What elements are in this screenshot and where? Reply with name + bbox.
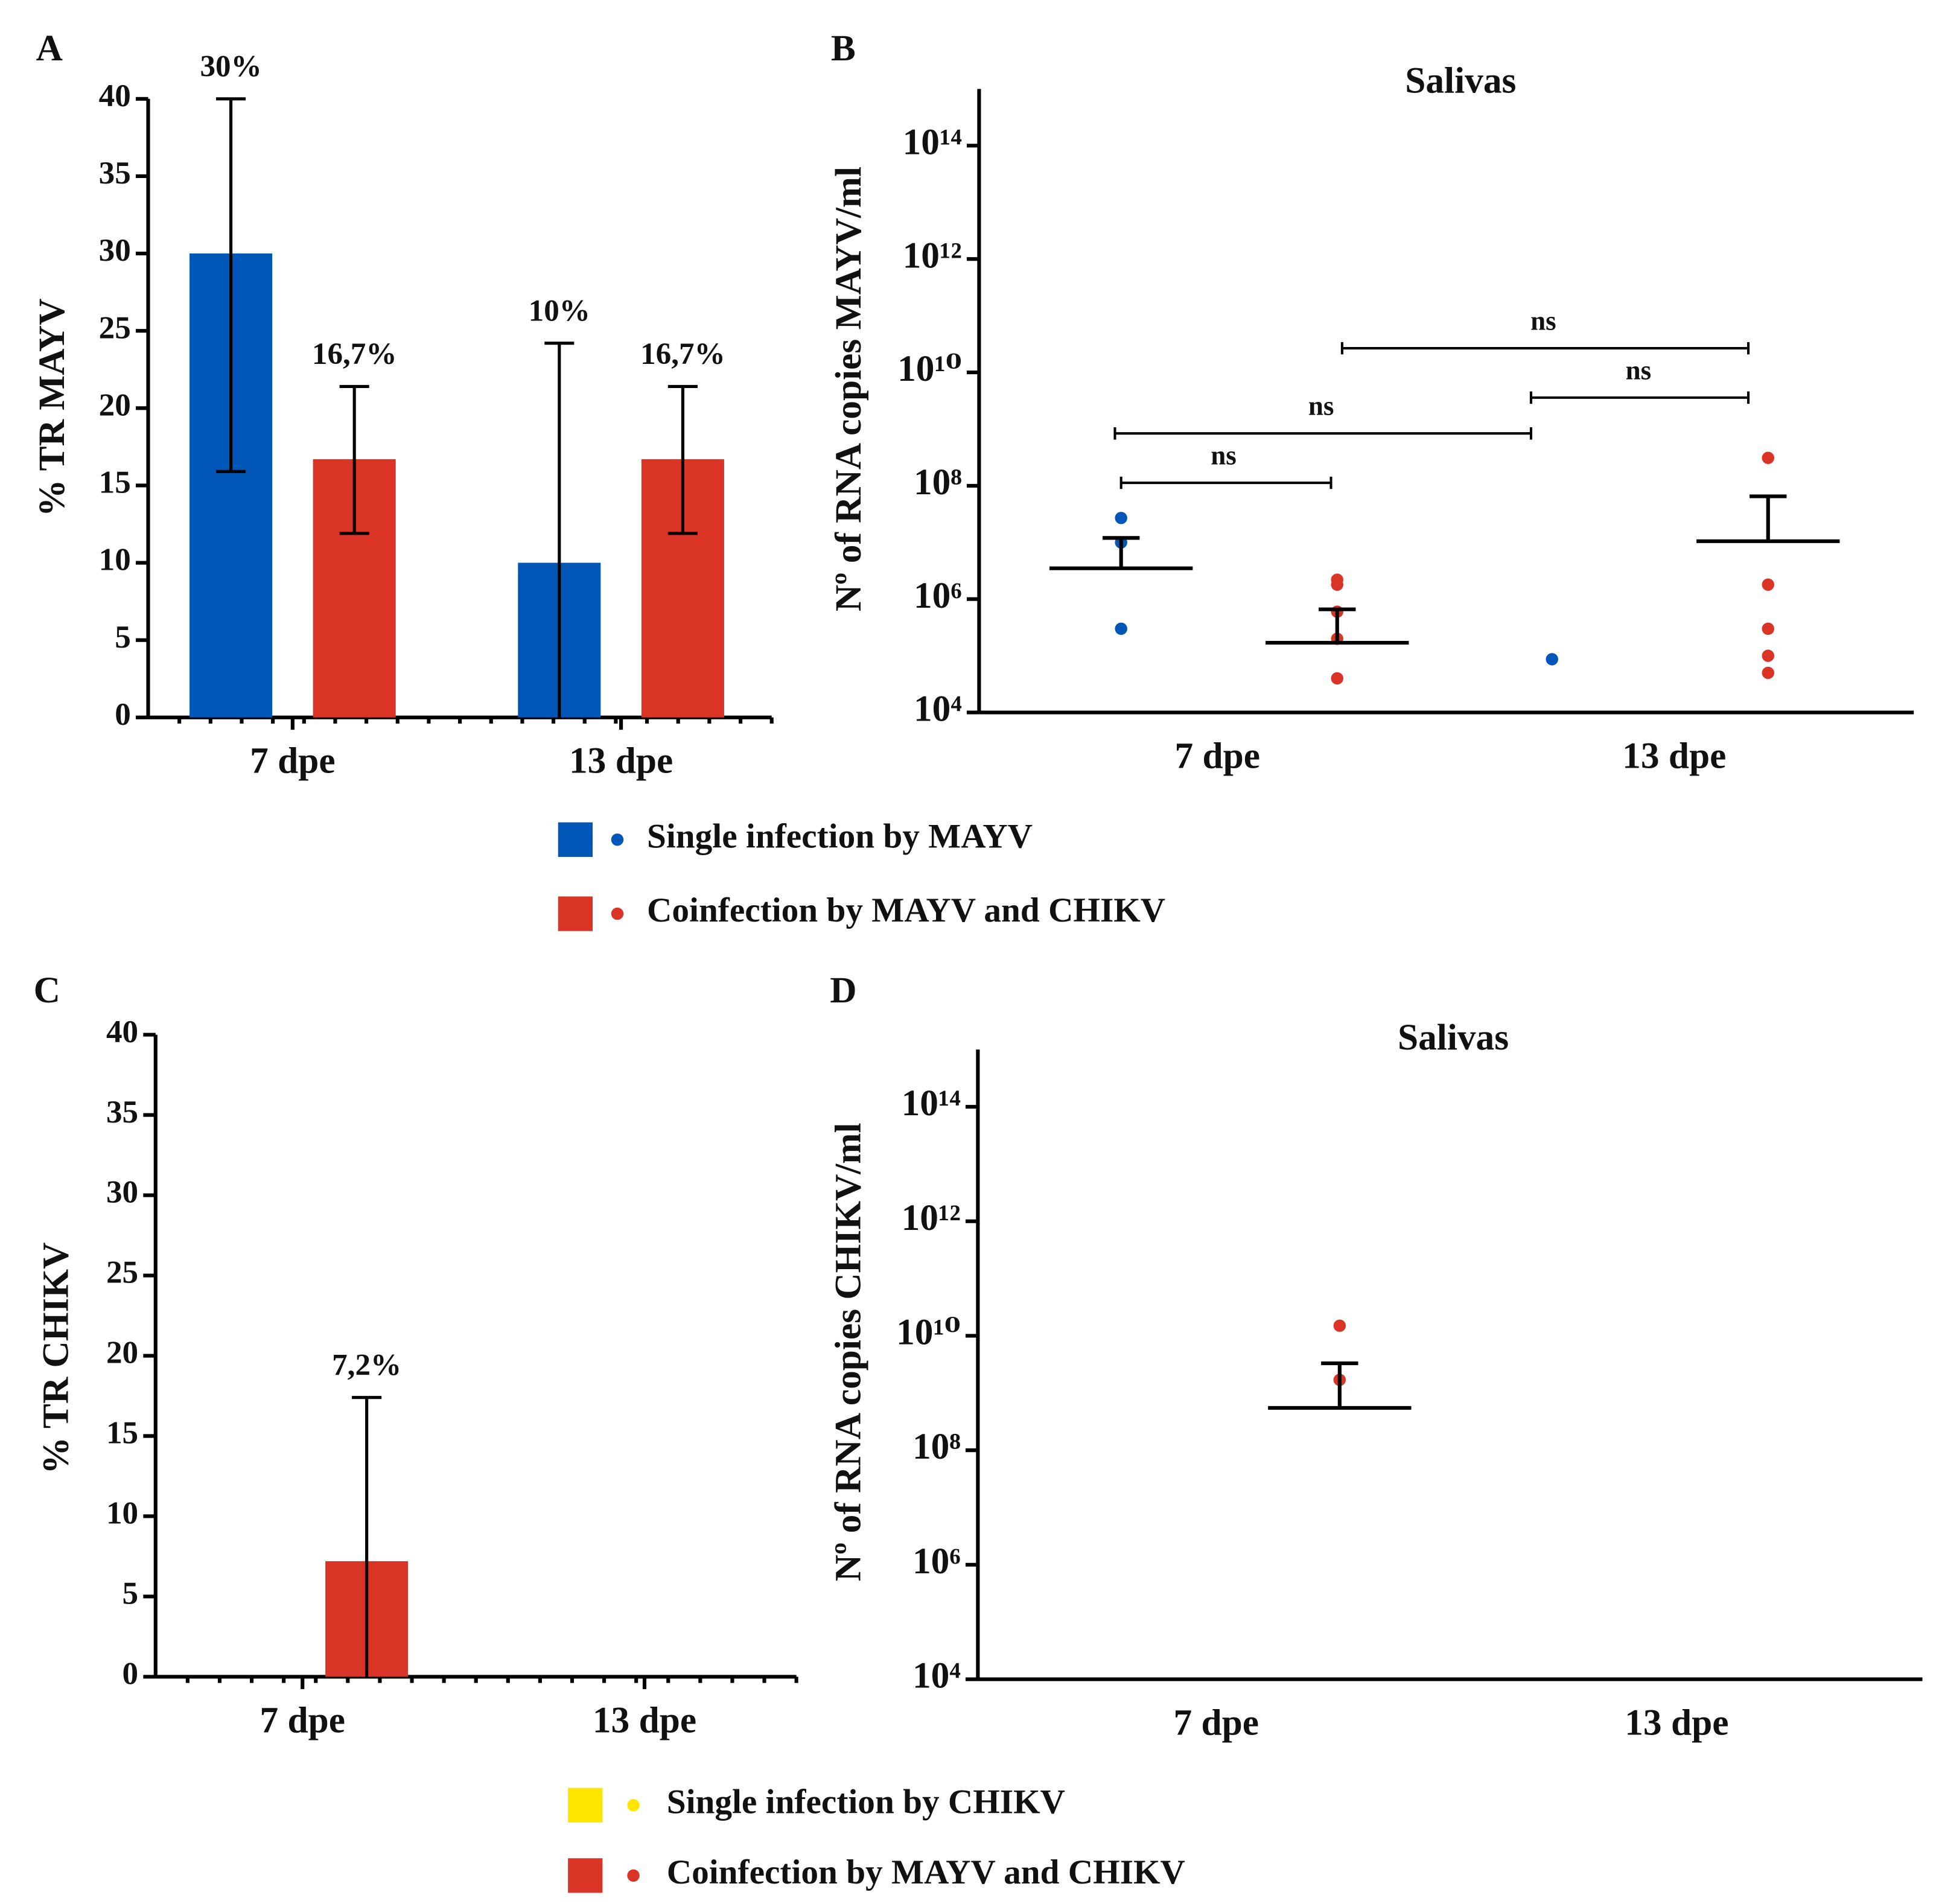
value-label: 16,7%	[312, 337, 397, 371]
legend-dot	[611, 833, 624, 846]
data-point	[1762, 666, 1774, 680]
y-tick-label: 10⁶	[912, 1541, 961, 1582]
y-tick-label: 10⁸	[914, 462, 962, 503]
significance-label: ns	[1530, 305, 1556, 336]
legend-swatch	[568, 1788, 603, 1823]
data-point	[1115, 512, 1127, 524]
y-tick-label: 5	[115, 619, 131, 655]
data-point	[1333, 1319, 1346, 1332]
legend-swatch	[558, 896, 593, 931]
data-point	[1115, 622, 1127, 635]
y-tick-label: 40	[99, 78, 131, 113]
y-tick-label: 25	[106, 1255, 138, 1290]
y-tick-label: 15	[99, 465, 131, 500]
legend-label: Single infection by CHIKV	[667, 1783, 1065, 1821]
y-tick-label: 10¹²	[903, 235, 962, 276]
y-tick-label: 10	[106, 1495, 138, 1531]
y-axis-label: Nº of RNA copies MAYV/ml	[828, 167, 869, 611]
significance-bracket	[1113, 427, 1532, 440]
legend-dot	[627, 1869, 640, 1882]
legend-swatch	[568, 1858, 603, 1893]
value-label: 16,7%	[640, 337, 725, 371]
y-tick-label: 35	[106, 1094, 138, 1130]
significance-label: ns	[1626, 355, 1652, 385]
y-axis-label: % TR CHIKV	[35, 1243, 76, 1474]
y-tick-label: 10⁴	[914, 689, 962, 730]
y-tick-label: 15	[106, 1415, 138, 1451]
x-tick-label: 13 dpe	[1625, 1702, 1728, 1743]
significance-bracket	[1529, 391, 1750, 404]
significance-bracket	[1340, 342, 1750, 355]
x-tick-label: 7 dpe	[1175, 735, 1261, 776]
panel-label: C	[34, 970, 60, 1011]
y-tick-label: 10¹⁴	[903, 121, 962, 162]
y-tick-label: 10¹⁴	[902, 1083, 961, 1124]
legend-swatch	[558, 822, 593, 857]
significance-label: ns	[1308, 391, 1334, 421]
data-point	[1762, 451, 1774, 464]
y-tick-label: 10¹²	[902, 1197, 961, 1238]
y-tick-label: 35	[99, 155, 131, 191]
value-label: 10%	[529, 293, 590, 328]
y-tick-label: 40	[106, 1014, 138, 1049]
data-point	[1762, 622, 1774, 635]
data-point	[1546, 653, 1558, 666]
y-tick-label: 10⁶	[914, 575, 962, 616]
y-axis-label: Nº of RNA copies CHIKV/ml	[828, 1122, 869, 1581]
y-tick-label: 10¹⁰	[896, 1311, 961, 1352]
panel-label: D	[830, 970, 856, 1011]
y-tick-label: 10⁴	[912, 1655, 961, 1696]
y-tick-label: 0	[115, 696, 131, 732]
legend-dot	[627, 1799, 640, 1812]
legend-label: Coinfection by MAYV and CHIKV	[647, 891, 1165, 929]
y-tick-label: 10¹⁰	[897, 348, 962, 389]
y-axis-label: % TR MAYV	[31, 299, 72, 517]
y-tick-label: 30	[99, 232, 131, 268]
data-point	[1762, 649, 1774, 662]
data-point	[1762, 578, 1774, 591]
significance-label: ns	[1211, 440, 1237, 470]
legend-label: Coinfection by MAYV and CHIKV	[667, 1853, 1185, 1891]
chart-title: Salivas	[1405, 60, 1516, 101]
y-tick-label: 5	[123, 1576, 139, 1611]
y-tick-label: 25	[99, 310, 131, 345]
y-tick-label: 10⁸	[912, 1426, 961, 1467]
x-tick-label: 7 dpe	[260, 1699, 345, 1740]
legend-label: Single infection by MAYV	[647, 817, 1033, 855]
legend-dot	[611, 907, 624, 920]
x-tick-label: 7 dpe	[250, 740, 336, 782]
y-tick-label: 20	[106, 1335, 138, 1371]
y-tick-label: 0	[123, 1656, 139, 1692]
x-tick-label: 13 dpe	[1622, 735, 1726, 776]
panel-label: B	[831, 28, 856, 69]
data-point	[1331, 672, 1343, 685]
chart-title: Salivas	[1398, 1017, 1509, 1058]
y-tick-label: 10	[99, 542, 131, 578]
significance-bracket	[1119, 476, 1333, 489]
value-label: 7,2%	[332, 1348, 401, 1382]
x-tick-label: 13 dpe	[593, 1699, 696, 1740]
panel-label: A	[36, 28, 63, 69]
y-tick-label: 30	[106, 1174, 138, 1210]
value-label: 30%	[200, 49, 261, 83]
x-tick-label: 7 dpe	[1173, 1702, 1259, 1743]
x-tick-label: 13 dpe	[569, 740, 673, 782]
y-tick-label: 20	[99, 387, 131, 422]
data-point	[1331, 578, 1343, 591]
